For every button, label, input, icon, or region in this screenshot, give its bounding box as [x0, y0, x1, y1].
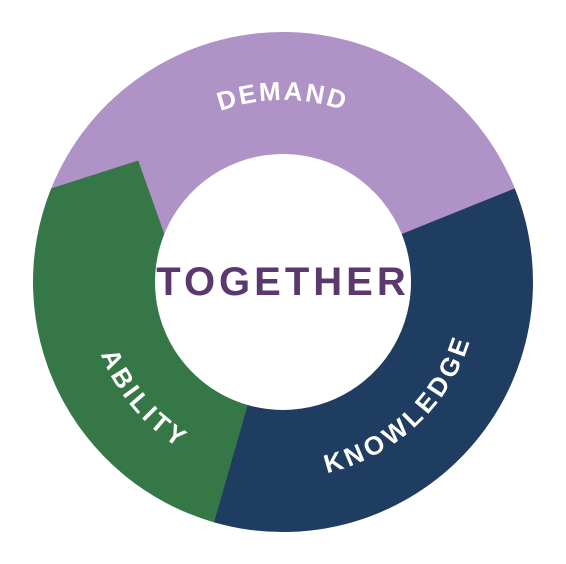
segment-knowledge: [177, 188, 533, 532]
segment-ability: [33, 161, 248, 523]
ring-svg: DEMANDKNOWLEDGEABILITY: [0, 0, 566, 564]
circular-diagram: DEMANDKNOWLEDGEABILITY TOGETHER: [0, 0, 566, 564]
